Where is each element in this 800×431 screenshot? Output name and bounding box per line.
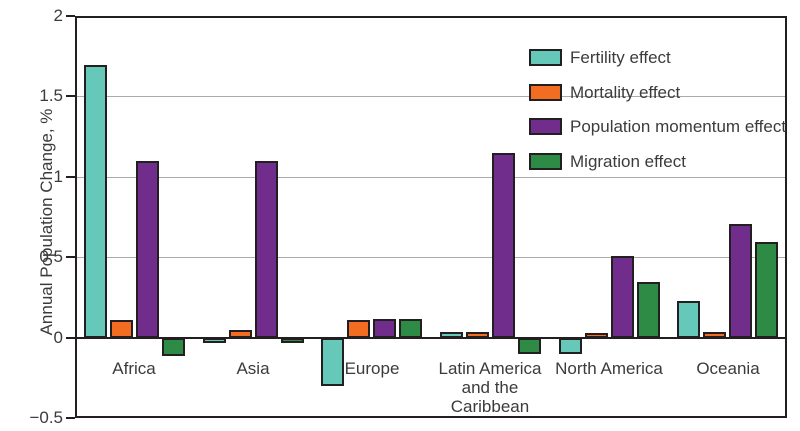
legend-item-population-momentum-effect: Population momentum effect: [529, 116, 786, 138]
y-tick-mark-1.5: [66, 95, 75, 97]
x-axis-label-asia: Asia: [236, 359, 270, 378]
bar-asia-population-momentum-effect: [255, 161, 278, 338]
gridline-0.5: [77, 257, 785, 258]
gridline-1: [77, 177, 785, 178]
x-axis-label-europe: Europe: [344, 359, 400, 378]
bar-africa-population-momentum-effect: [136, 161, 159, 338]
gridline-1.5: [77, 96, 785, 97]
zero-baseline: [75, 337, 787, 339]
x-axis-label-north-america: North America: [555, 359, 663, 378]
bar-europe-mortality-effect: [347, 320, 370, 338]
bar-europe-fertility-effect: [321, 338, 344, 386]
bar-oceania-population-momentum-effect: [729, 224, 752, 338]
bar-north-america-population-momentum-effect: [611, 256, 634, 338]
bar-asia-fertility-effect: [203, 338, 226, 343]
y-tick-mark--0.5: [66, 417, 75, 419]
y-tick-label-1.5: 1.5: [39, 86, 63, 105]
bar-latin-america-mortality-effect: [466, 332, 489, 338]
bar-europe-migration-effect: [399, 319, 422, 338]
bar-north-america-migration-effect: [637, 282, 660, 338]
y-tick-label--0.5: −0.5: [29, 408, 63, 427]
x-axis-label-africa: Africa: [112, 359, 156, 378]
legend-label-fertility-effect: Fertility effect: [570, 48, 671, 67]
y-tick-mark-2: [66, 15, 75, 17]
legend-item-mortality-effect: Mortality effect: [529, 82, 779, 104]
legend-swatch-fertility-effect-icon: [529, 49, 562, 66]
y-tick-label-1: 1: [53, 167, 63, 186]
legend-swatch-population-momentum-effect-icon: [529, 118, 562, 135]
bar-oceania-fertility-effect: [677, 301, 700, 338]
y-tick-mark-0: [66, 337, 75, 339]
bar-africa-migration-effect: [162, 338, 185, 356]
y-tick-label-0.5: 0.5: [39, 247, 63, 266]
bar-africa-mortality-effect: [110, 320, 133, 338]
y-tick-label-0: 0: [53, 328, 63, 347]
bar-asia-migration-effect: [281, 338, 304, 343]
x-axis-label-oceania: Oceania: [696, 359, 760, 378]
legend-swatch-migration-effect-icon: [529, 153, 562, 170]
legend-label-mortality-effect: Mortality effect: [570, 83, 681, 102]
bar-latin-america-migration-effect: [518, 338, 541, 354]
y-tick-mark-0.5: [66, 256, 75, 258]
y-tick-label-2: 2: [53, 6, 63, 25]
legend-label-population-momentum-effect: Population momentum effect: [570, 117, 787, 136]
legend-item-fertility-effect: Fertility effect: [529, 47, 779, 69]
y-tick-mark-1: [66, 176, 75, 178]
bar-oceania-mortality-effect: [703, 332, 726, 338]
bar-africa-fertility-effect: [84, 65, 107, 338]
bar-latin-america-fertility-effect: [440, 332, 463, 338]
bar-europe-population-momentum-effect: [373, 319, 396, 338]
bar-oceania-migration-effect: [755, 242, 778, 338]
legend-swatch-mortality-effect-icon: [529, 84, 562, 101]
legend-item-migration-effect: Migration effect: [529, 151, 779, 173]
bar-north-america-mortality-effect: [585, 333, 608, 338]
bar-north-america-fertility-effect: [559, 338, 582, 354]
y-axis-title: Annual Population Change, %: [37, 108, 56, 336]
legend-label-migration-effect: Migration effect: [570, 152, 686, 171]
plot-frame: [75, 16, 787, 418]
bar-latin-america-population-momentum-effect: [492, 153, 515, 338]
bar-asia-mortality-effect: [229, 330, 252, 338]
x-axis-label-latin-america: Latin America and the Caribbean: [438, 359, 542, 416]
